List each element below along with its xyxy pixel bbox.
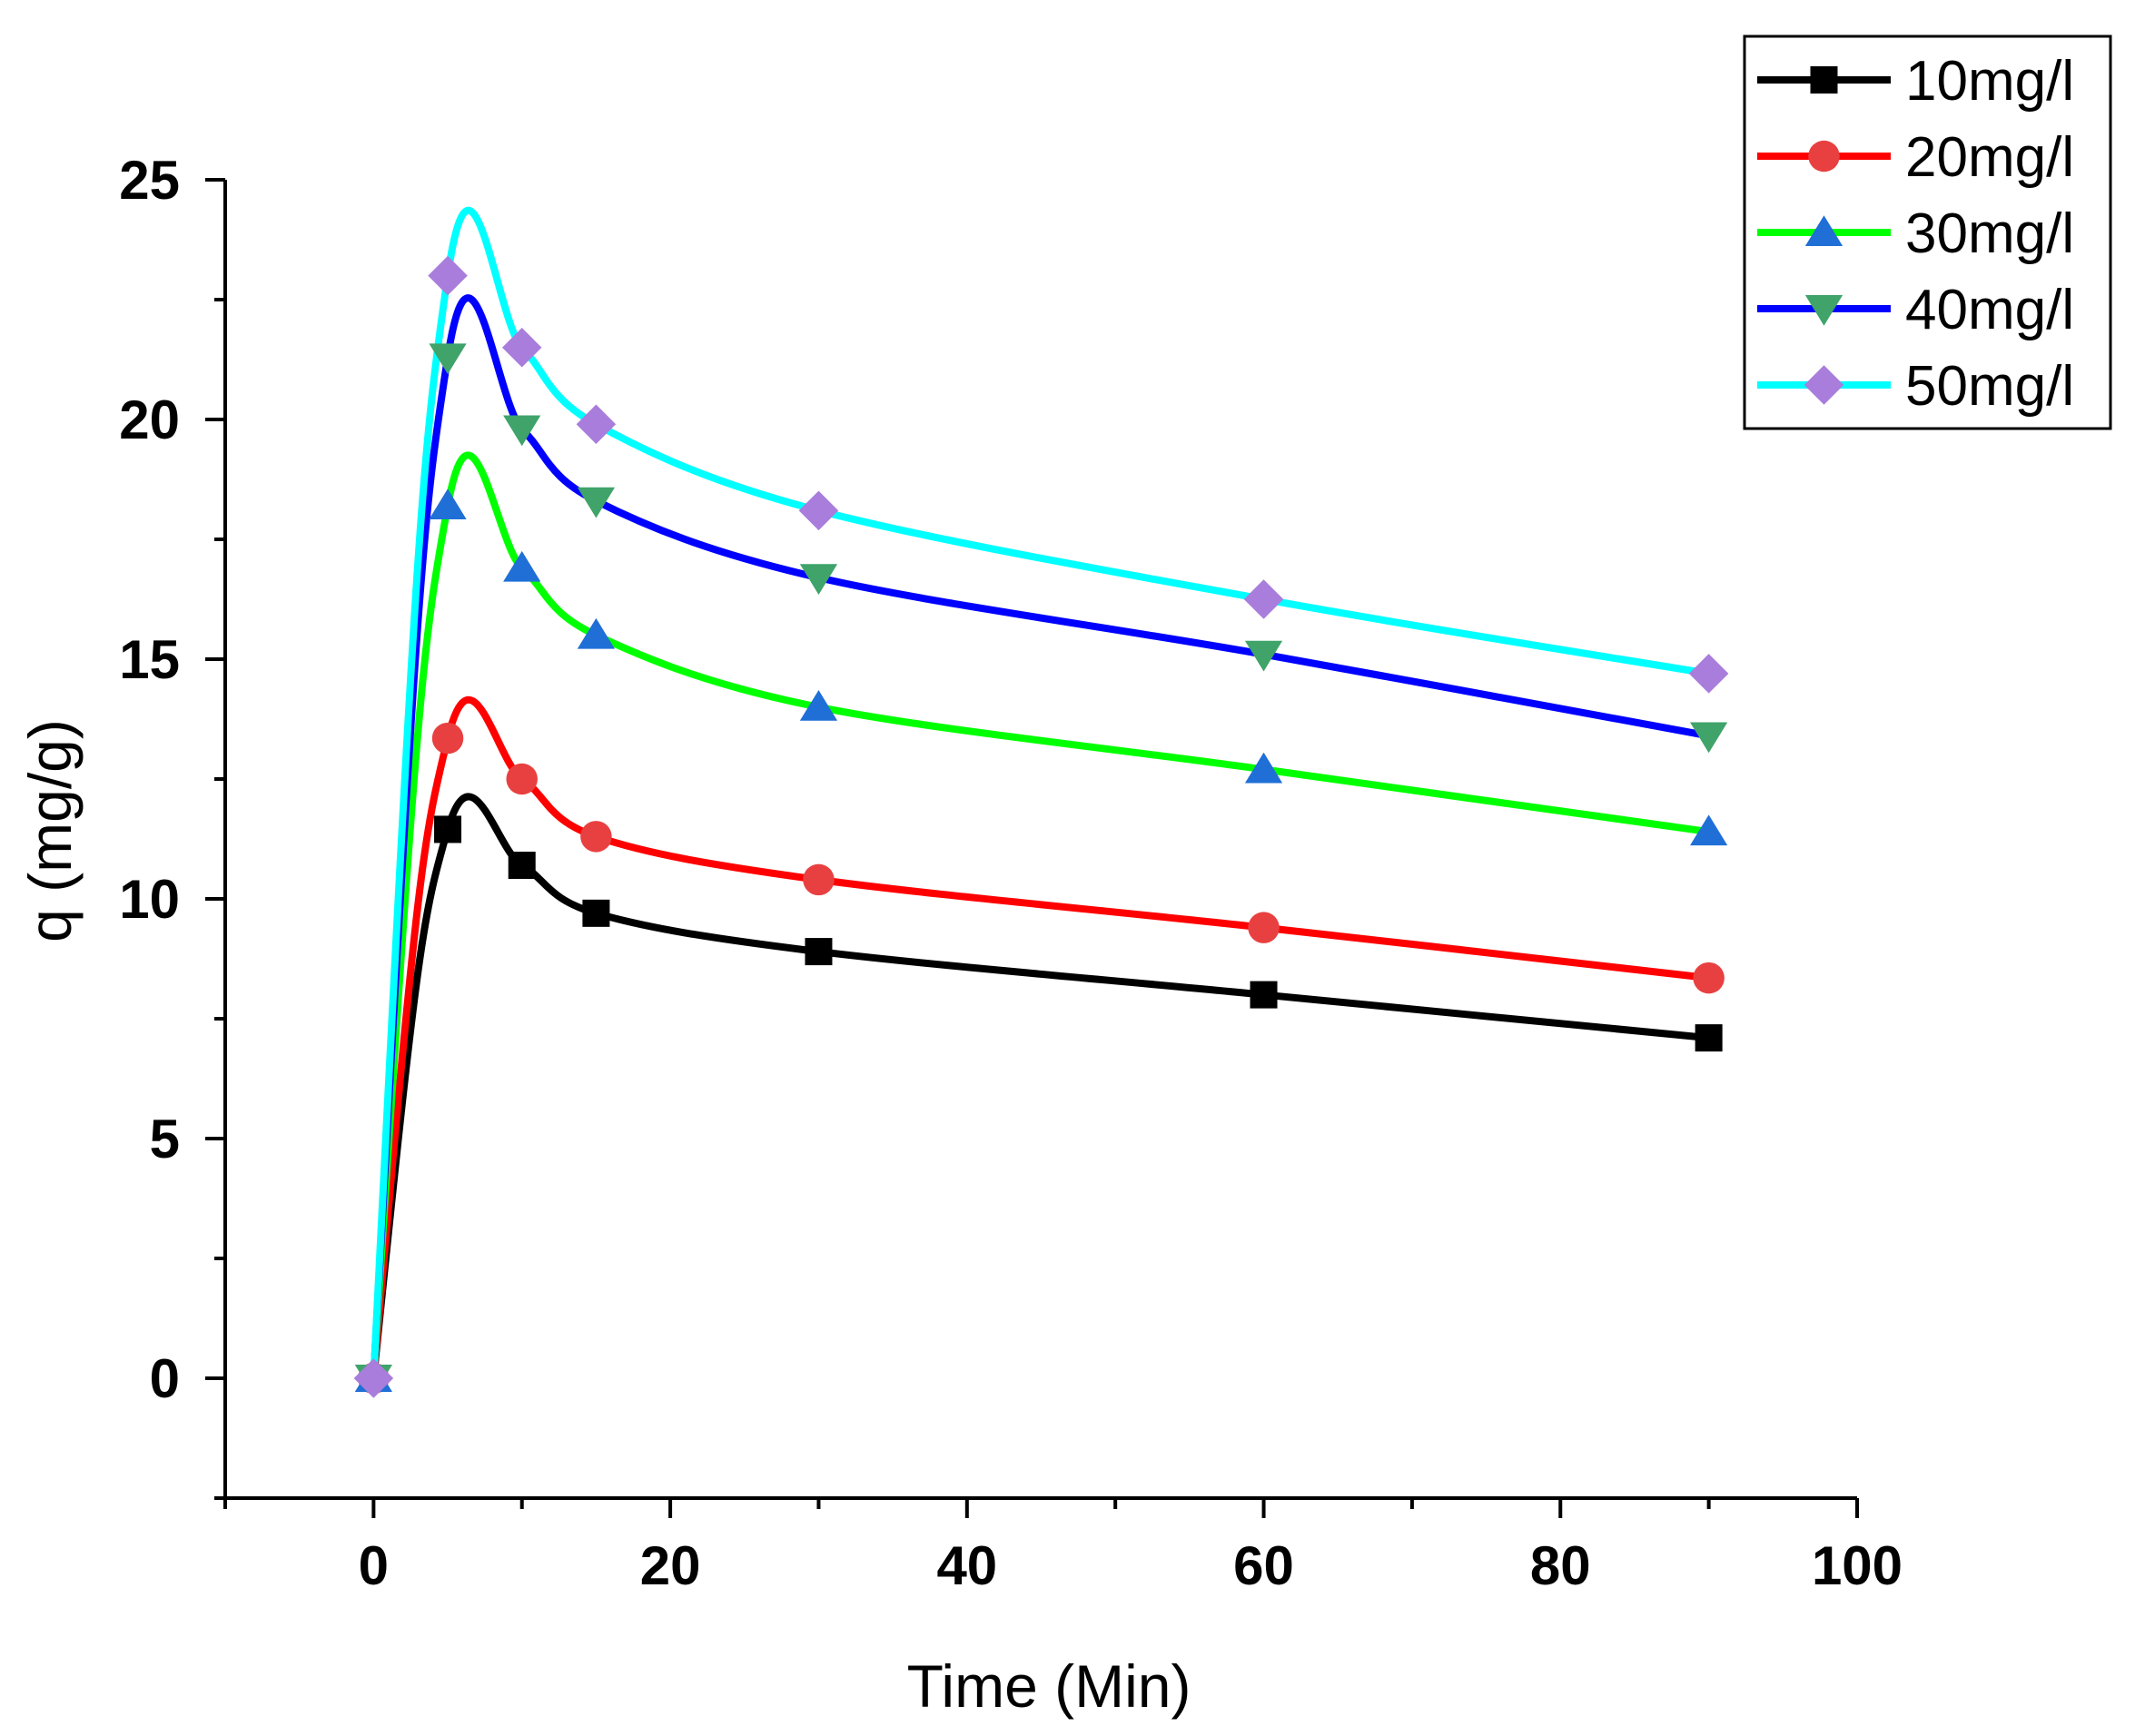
x-tick-label: 100 xyxy=(1812,1535,1903,1596)
x-tick-label: 0 xyxy=(359,1535,389,1596)
data-point-20mg/l xyxy=(1248,912,1280,943)
y-tick-label: 10 xyxy=(119,869,180,930)
y-ticks: 0 5 10 15 20 25 xyxy=(119,150,225,1500)
x-tick-label: 60 xyxy=(1233,1535,1294,1596)
y-tick-label: 25 xyxy=(119,150,180,211)
data-point-30mg/l xyxy=(799,690,838,721)
x-tick-label: 80 xyxy=(1530,1535,1591,1596)
y-tick-label: 20 xyxy=(119,390,180,450)
data-point-50mg/l xyxy=(1243,579,1284,619)
x-ticks: 0 20 40 60 80 100 xyxy=(223,1498,1903,1596)
series-lines xyxy=(370,206,1713,1382)
legend-label: 10mg/l xyxy=(1905,50,2074,113)
legend-label: 40mg/l xyxy=(1905,279,2074,341)
data-point-10mg/l xyxy=(1695,1024,1723,1052)
legend: 10mg/l 20mg/l 30mg/l 40mg/l 50mg/l xyxy=(1743,35,2112,430)
data-point-50mg/l xyxy=(501,328,542,368)
series-markers xyxy=(353,255,1729,1398)
y-axis-title: q (mg/g) xyxy=(16,719,84,942)
data-point-20mg/l xyxy=(580,821,612,853)
data-point-30mg/l xyxy=(429,488,467,520)
series-line-20mg/l xyxy=(370,695,1713,1382)
y-tick-label: 5 xyxy=(150,1109,180,1169)
data-point-10mg/l xyxy=(805,938,833,966)
series-line-10mg/l xyxy=(370,793,1713,1382)
legend-marker xyxy=(1804,295,1843,326)
data-point-20mg/l xyxy=(803,863,835,896)
data-point-10mg/l xyxy=(582,899,610,927)
legend-marker xyxy=(1804,365,1844,405)
data-point-30mg/l xyxy=(503,550,541,582)
data-point-30mg/l xyxy=(1244,752,1283,784)
data-point-40mg/l xyxy=(799,564,838,595)
data-point-20mg/l xyxy=(431,722,464,755)
x-tick-label: 20 xyxy=(640,1535,701,1596)
data-point-40mg/l xyxy=(577,487,616,518)
data-point-30mg/l xyxy=(1690,814,1728,846)
legend-label: 30mg/l xyxy=(1905,202,2074,265)
axes xyxy=(223,180,1857,1500)
data-point-50mg/l xyxy=(353,1358,394,1398)
data-point-20mg/l xyxy=(1693,962,1725,994)
data-point-30mg/l xyxy=(577,617,616,649)
data-point-20mg/l xyxy=(506,763,538,795)
data-point-50mg/l xyxy=(428,255,468,296)
legend-marker xyxy=(1810,66,1838,94)
x-axis-title: Time (Min) xyxy=(907,1652,1191,1720)
data-point-40mg/l xyxy=(429,343,467,375)
legend-label: 50mg/l xyxy=(1905,355,2074,418)
data-point-10mg/l xyxy=(1250,981,1278,1009)
x-tick-label: 40 xyxy=(936,1535,997,1596)
data-point-40mg/l xyxy=(503,415,541,447)
data-point-50mg/l xyxy=(798,490,839,531)
legend-marker xyxy=(1808,140,1840,173)
data-point-40mg/l xyxy=(1244,640,1283,672)
series-line-30mg/l xyxy=(370,451,1713,1382)
legend-marker xyxy=(1804,215,1843,246)
data-point-40mg/l xyxy=(1690,722,1728,754)
series-line-50mg/l xyxy=(370,206,1713,1382)
data-point-10mg/l xyxy=(434,815,462,843)
y-tick-label: 15 xyxy=(119,629,180,690)
data-point-10mg/l xyxy=(508,852,536,880)
legend-items: 10mg/l 20mg/l 30mg/l 40mg/l 50mg/l xyxy=(1757,50,2074,418)
legend-label: 20mg/l xyxy=(1905,126,2074,189)
data-point-50mg/l xyxy=(1688,654,1729,694)
y-tick-label: 0 xyxy=(150,1348,180,1409)
data-point-50mg/l xyxy=(576,404,617,445)
series-line-40mg/l xyxy=(370,294,1713,1382)
